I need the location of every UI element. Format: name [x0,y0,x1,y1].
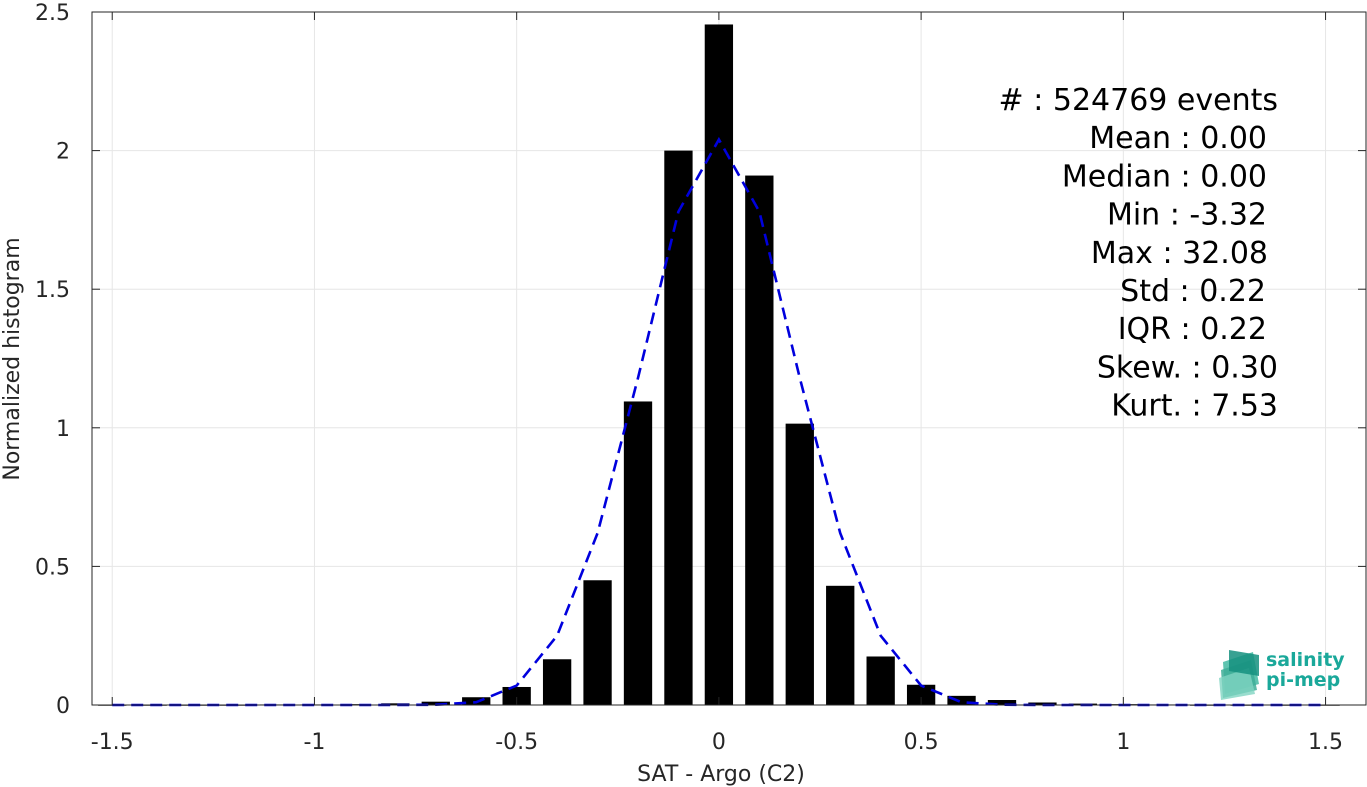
histogram-bar [542,659,572,705]
stat-line: IQR : 0.22 [1118,312,1267,347]
stat-line: Skew. : 0.30 [1097,350,1278,385]
logo-icon [1219,650,1259,700]
x-tick-label: 1 [1116,730,1130,755]
stat-line: Max : 32.08 [1091,236,1268,271]
x-axis-label: SAT - Argo (C2) [637,762,805,787]
x-tick-label: 1.5 [1308,730,1343,755]
histogram-bars [98,24,1340,706]
logo-text-pi-mep: pi-mep [1266,669,1340,691]
y-tick-label: 0 [56,694,70,719]
histogram-bar [1028,702,1057,705]
histogram-bar [381,703,410,705]
histogram-bar [502,686,531,705]
stat-line: Mean : 0.00 [1089,121,1267,156]
x-tick-label: 0.5 [904,730,939,755]
axis-ticks [92,11,1366,706]
stat-line: Median : 0.00 [1062,159,1267,194]
histogram-bar [987,700,1017,705]
plot-frame [91,11,1367,706]
histogram-bar [826,585,855,705]
salinity-pi-mep-logo: salinity pi-mep [1219,649,1345,700]
logo-text-salinity: salinity [1266,649,1345,671]
x-tick-label: -1 [303,730,325,755]
histogram-bar [704,24,734,706]
y-tick-label: 0.5 [35,555,70,580]
y-tick-label: 2 [56,140,70,165]
tick-labels: -1.5 -1 -0.5 0 0.5 1 1.5 0 0.5 1 1.5 2 2.5 [35,1,1343,755]
y-tick-label: 1.5 [35,278,70,303]
histogram-bar [906,684,936,705]
stat-line: # : 524769 events [999,83,1278,118]
histogram-bar [421,701,450,705]
y-tick-label: 1 [56,417,70,442]
y-axis-label: Normalized histogram [0,237,25,480]
stat-line: Kurt. : 7.53 [1111,389,1278,424]
stat-line: Min : -3.32 [1107,198,1267,233]
histogram-bar [583,580,612,705]
histogram-bar [623,401,653,705]
histogram-bar [785,423,814,705]
histogram-bar [664,150,693,706]
y-tick-label: 2.5 [35,1,70,26]
x-tick-label: -1.5 [91,730,134,755]
histogram-bar [866,656,895,705]
x-tick-label: -0.5 [495,730,538,755]
x-tick-label: 0 [712,730,726,755]
stat-line: Std : 0.22 [1120,274,1266,309]
histogram-bar [745,175,774,706]
histogram-bar [947,695,976,705]
